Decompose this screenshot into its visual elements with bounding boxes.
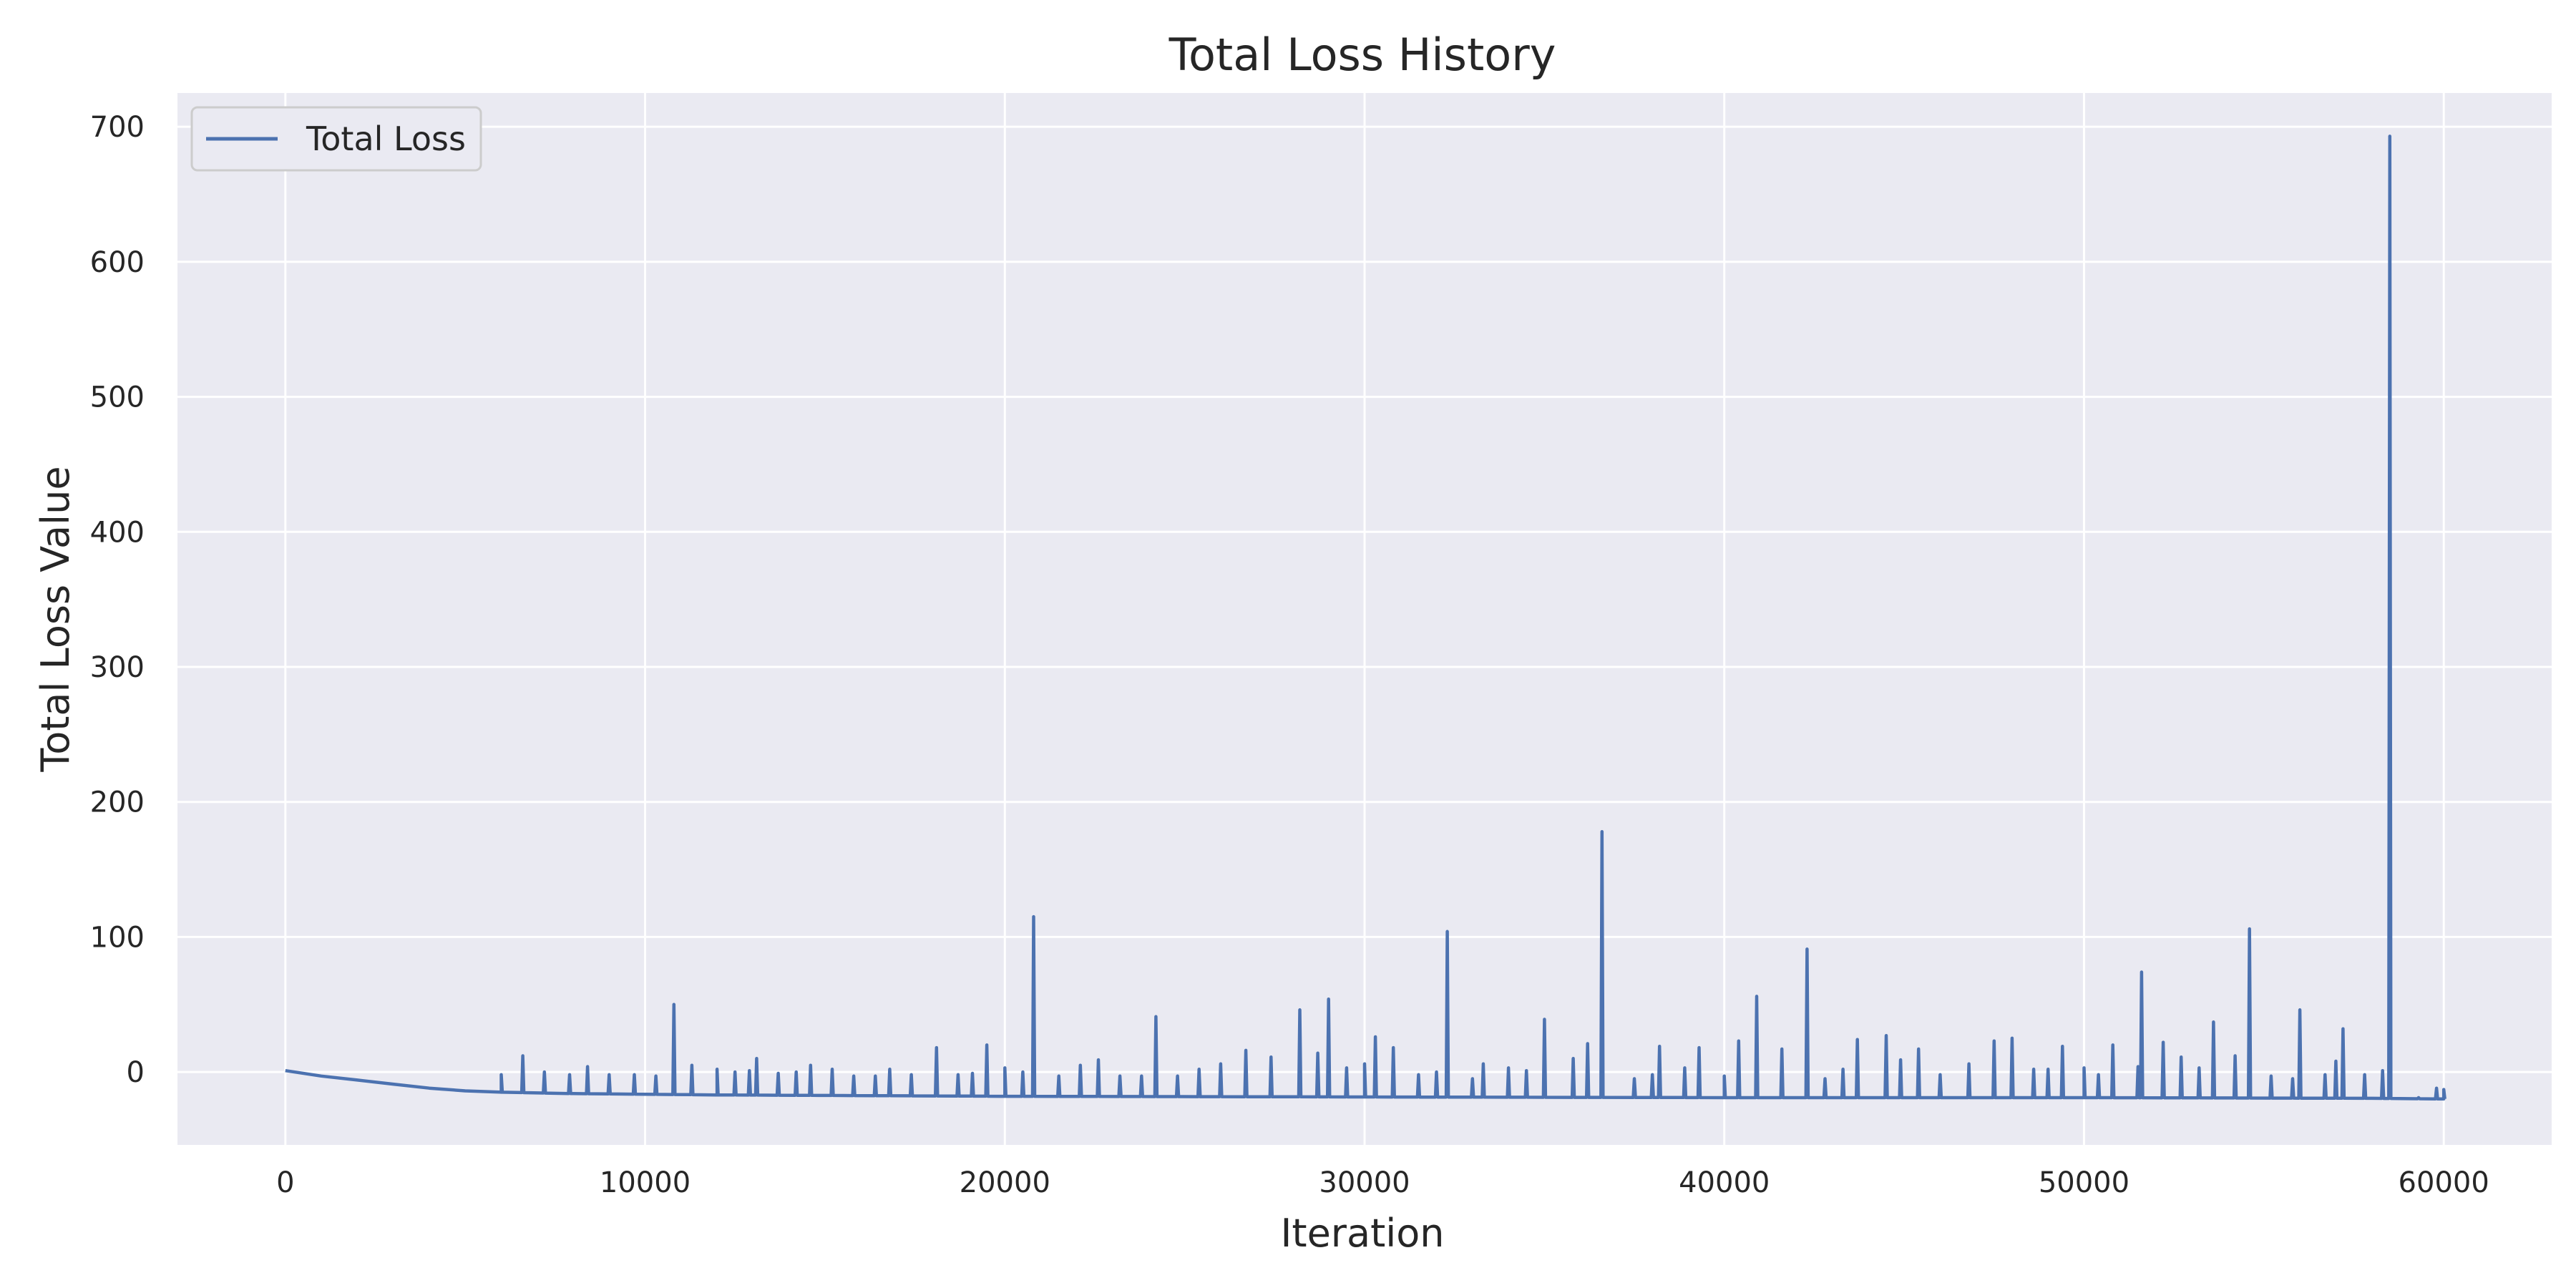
legend: Total Loss (190, 106, 482, 172)
x-tick-labels: 0 10000 20000 30000 40000 50000 60000 (276, 1166, 2489, 1199)
x-tick-label: 60000 (2399, 1166, 2489, 1199)
series-layer (285, 135, 2446, 1101)
x-tick-label: 40000 (1679, 1166, 1770, 1199)
y-tick-label: 600 (90, 246, 145, 279)
grid (177, 93, 2552, 1145)
x-tick-label: 10000 (600, 1166, 691, 1199)
y-tick-label: 400 (90, 516, 145, 549)
series-line-total-loss (285, 135, 2446, 1101)
y-tick-label: 500 (90, 381, 145, 414)
y-tick-label: 300 (90, 651, 145, 684)
y-tick-label: 700 (90, 111, 145, 144)
y-tick-label: 200 (90, 786, 145, 819)
y-axis-label: Total Loss Value (33, 466, 78, 772)
x-tick-label: 0 (276, 1166, 294, 1199)
x-tick-label: 20000 (960, 1166, 1050, 1199)
chart-title: Total Loss History (1169, 29, 1556, 81)
legend-box (190, 106, 482, 172)
y-tick-labels: 0 100 200 300 400 500 600 700 (90, 111, 145, 1089)
y-tick-label: 100 (90, 921, 145, 954)
x-tick-label: 30000 (1319, 1166, 1410, 1199)
legend-label-total-loss: Total Loss (306, 119, 466, 158)
y-tick-label: 0 (127, 1056, 145, 1089)
x-tick-label: 50000 (2039, 1166, 2129, 1199)
x-axis-label: Iteration (1280, 1211, 1444, 1256)
